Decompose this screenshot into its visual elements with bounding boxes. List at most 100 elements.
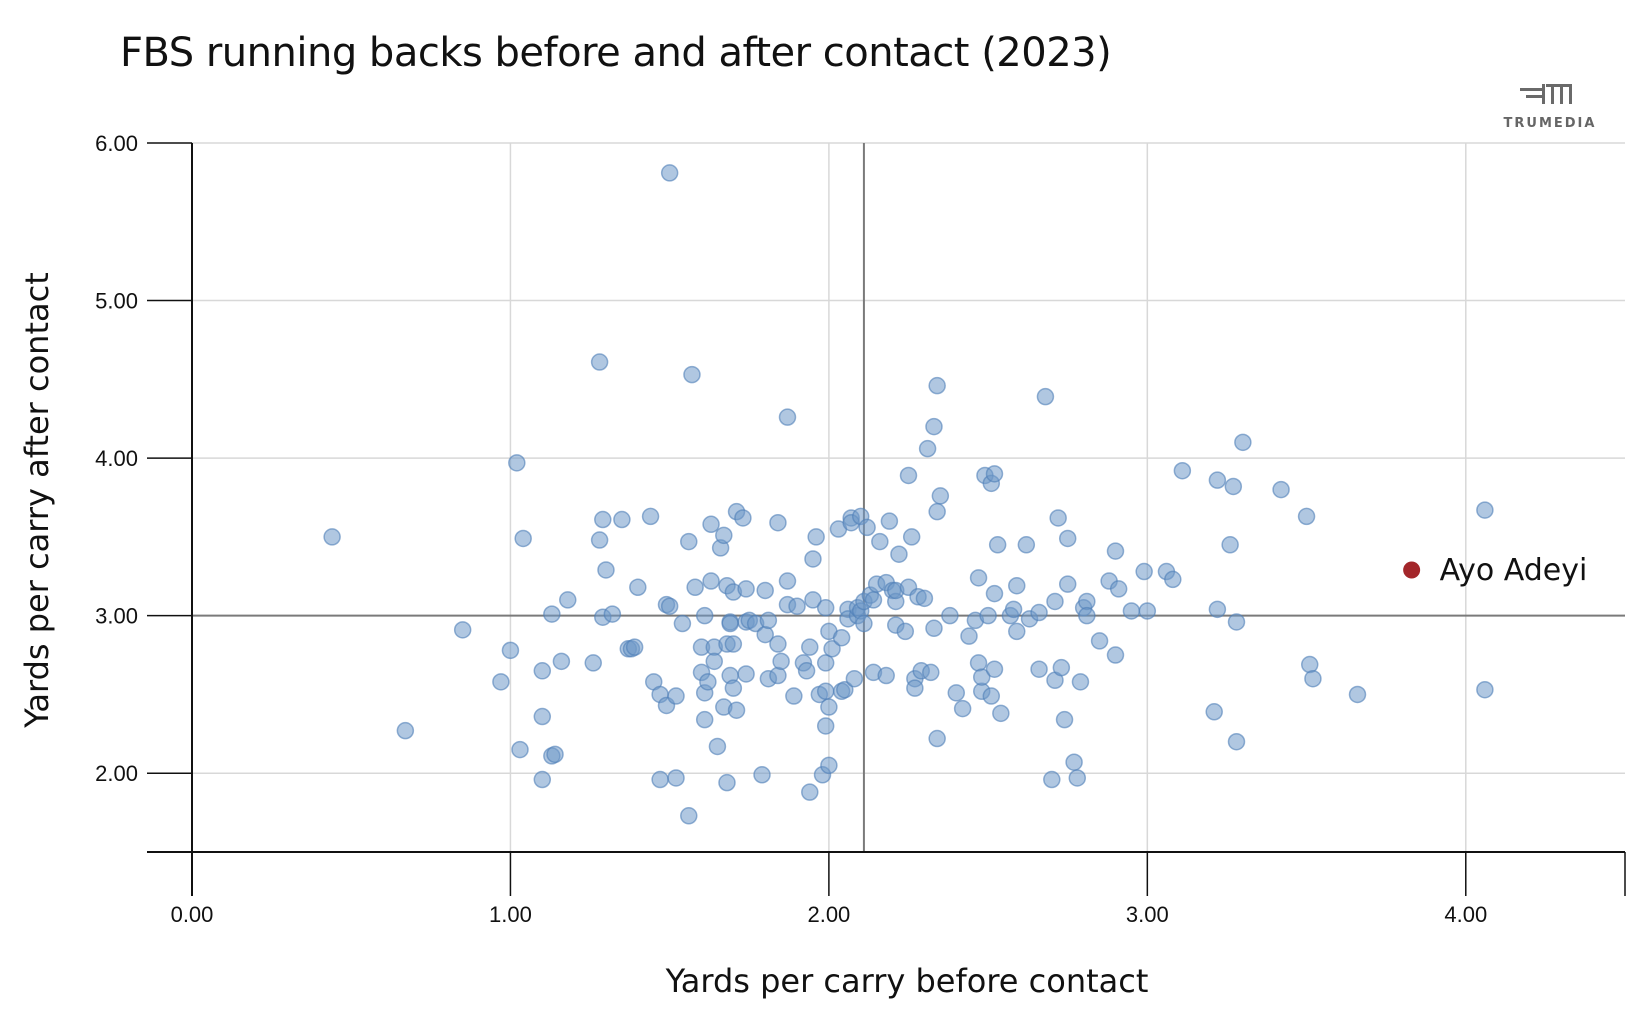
data-point	[925, 417, 943, 436]
data-point	[1052, 658, 1071, 677]
highlight-label: Ayo Adeyi	[1440, 553, 1588, 588]
data-point	[680, 532, 698, 551]
data-point	[928, 502, 946, 521]
data-point	[816, 682, 835, 701]
data-point	[1068, 769, 1087, 787]
data-point	[1109, 580, 1128, 598]
data-point	[625, 638, 644, 656]
data-point	[1030, 660, 1048, 678]
data-point	[915, 589, 934, 608]
data-point	[820, 698, 838, 716]
data-point	[769, 635, 787, 653]
data-point	[960, 627, 978, 645]
data-point	[695, 606, 714, 625]
data-point	[871, 532, 889, 551]
x-tick-label: 2.00	[807, 902, 850, 927]
data-point	[1208, 600, 1227, 619]
data-point	[1004, 600, 1023, 619]
data-point	[979, 606, 997, 625]
data-point	[778, 408, 797, 426]
data-point	[778, 572, 797, 590]
data-point	[1208, 471, 1227, 489]
data-point	[718, 773, 736, 792]
data-point	[1348, 685, 1367, 704]
data-point	[816, 654, 835, 672]
y-tick-label: 3.00	[95, 604, 138, 629]
data-point	[928, 376, 946, 395]
data-point	[877, 666, 895, 685]
data-point	[695, 710, 714, 729]
data-point	[1008, 622, 1026, 641]
data-point	[1272, 480, 1290, 499]
reference-lines	[192, 143, 1625, 852]
data-point	[1122, 602, 1141, 620]
data-point	[855, 614, 873, 633]
data-point	[715, 526, 733, 545]
x-tick-label: 3.00	[1126, 902, 1169, 927]
data-point	[832, 628, 851, 647]
grid-lines	[192, 142, 1625, 852]
data-point	[533, 707, 552, 726]
data-point	[1049, 509, 1067, 527]
data-point	[514, 529, 532, 548]
data-point	[552, 652, 571, 671]
data-point	[590, 353, 609, 371]
data-point	[1224, 477, 1243, 496]
data-point	[1071, 673, 1090, 691]
data-point	[737, 580, 755, 598]
data-point	[1058, 575, 1077, 593]
data-point	[1046, 592, 1064, 611]
data-point	[801, 638, 819, 656]
data-point	[896, 622, 915, 641]
data-point	[931, 487, 950, 505]
data-point	[559, 591, 577, 609]
y-axis-label: Yards per carry after contact	[18, 272, 56, 729]
data-point	[1476, 680, 1494, 699]
data-point	[756, 581, 774, 600]
data-point	[1164, 570, 1182, 589]
data-point	[1234, 433, 1252, 452]
data-point	[1297, 507, 1316, 526]
x-axis-ticks: 0.00 1.00 2.00 3.00 4.00	[171, 852, 1626, 927]
data-point	[1065, 753, 1083, 771]
data-point	[816, 717, 835, 735]
data-point	[1227, 732, 1246, 751]
data-point	[667, 687, 685, 705]
data-point	[880, 512, 899, 530]
data-point	[788, 597, 806, 615]
data-point	[724, 679, 743, 697]
data-point	[928, 729, 946, 748]
data-point	[1090, 632, 1109, 650]
data-point	[969, 654, 988, 672]
data-point	[804, 591, 822, 609]
data-point	[941, 606, 959, 625]
data-point	[651, 770, 669, 789]
data-point	[641, 507, 660, 526]
data-point	[759, 611, 778, 630]
data-point	[721, 614, 739, 633]
data-point	[660, 164, 679, 182]
data-point	[660, 597, 679, 615]
data-point	[533, 662, 552, 680]
data-point	[1058, 529, 1077, 548]
data-point	[820, 756, 838, 775]
data-point	[501, 641, 520, 660]
data-point	[673, 614, 692, 633]
data-point	[1476, 501, 1494, 519]
data-point	[597, 561, 615, 579]
data-point	[603, 605, 622, 623]
data-point	[982, 687, 1001, 705]
data-point	[543, 605, 561, 623]
data-point	[890, 545, 908, 563]
data-point	[992, 704, 1010, 723]
data-point	[1017, 536, 1036, 554]
data-point	[947, 684, 966, 702]
x-axis-label: Yards per carry before contact	[665, 962, 1149, 1000]
data-point	[323, 528, 341, 546]
data-point	[590, 531, 609, 549]
data-point	[769, 666, 787, 685]
axes	[147, 143, 1625, 896]
logo-wordmark: TRUMEDIA	[1503, 116, 1597, 131]
data-point	[686, 578, 704, 597]
